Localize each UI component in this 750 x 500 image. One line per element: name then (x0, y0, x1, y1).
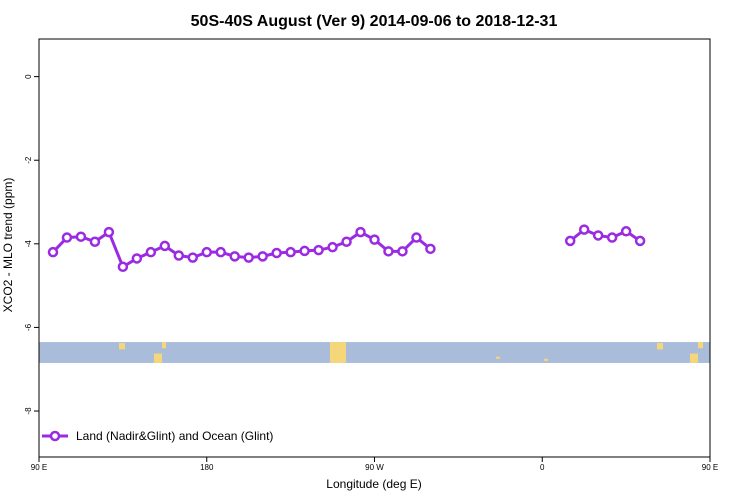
data-point (383, 246, 394, 257)
data-point (61, 232, 73, 243)
land-ocean-band (39, 342, 710, 363)
data-point (75, 231, 87, 242)
land-patch (698, 342, 703, 349)
data-point (243, 252, 254, 263)
plot-frame (38, 38, 711, 458)
data-point (606, 232, 618, 243)
data-point (159, 240, 171, 252)
ocean-band (39, 342, 710, 363)
data-point (187, 252, 199, 263)
data-point (425, 243, 436, 255)
data-point (271, 247, 282, 259)
data-point (229, 251, 240, 262)
y-tick-label: -4 (24, 240, 33, 248)
land-patch (119, 343, 125, 350)
x-tick-label: 90 E (702, 463, 718, 472)
data-point (257, 251, 268, 262)
data-point (215, 246, 226, 258)
data-point (131, 253, 143, 264)
land-patch (544, 358, 548, 361)
data-point (369, 234, 380, 245)
data-point (285, 246, 296, 258)
data-point (89, 236, 101, 247)
legend-label: Land (Nadir&Glint) and Ocean (Glint) (76, 429, 273, 443)
data-point (634, 235, 646, 247)
land-patch (690, 353, 698, 363)
y-tick-label: 0 (24, 74, 33, 79)
data-point (201, 246, 212, 258)
data-point (620, 226, 632, 237)
legend: Land (Nadir&Glint) and Ocean (Glint) (42, 429, 273, 443)
land-patch (162, 342, 166, 349)
data-point (341, 236, 352, 247)
y-tick-label: -2 (24, 156, 33, 164)
y-tick-label: -6 (24, 323, 33, 331)
land-patch (657, 343, 663, 350)
data-point (117, 261, 129, 273)
data-point (564, 235, 576, 247)
data-point (313, 244, 324, 256)
data-point (299, 245, 310, 257)
series-layer (47, 224, 646, 273)
y-axis-label: XCO2 - MLO trend (ppm) (1, 178, 15, 313)
x-tick-label: 0 (540, 463, 545, 472)
data-point (592, 230, 604, 241)
x-tick-label: 90 W (365, 463, 384, 472)
x-axis: 90 E 180 90 W 0 90 E (31, 457, 718, 472)
data-point (397, 246, 408, 257)
x-tick-label: 90 E (31, 463, 47, 472)
data-point (411, 232, 422, 243)
data-point (327, 241, 338, 253)
data-point (355, 226, 366, 238)
land-patch (154, 353, 162, 363)
legend-marker (49, 430, 61, 442)
data-point (578, 224, 590, 235)
data-point (47, 246, 59, 258)
x-tick-label: 180 (200, 463, 214, 472)
data-point (145, 246, 157, 258)
y-tick-label: -8 (24, 407, 33, 415)
y-axis: 0 -2 -4 -6 -8 (24, 74, 39, 415)
data-point (173, 250, 185, 261)
data-point (103, 226, 115, 238)
land-patch (496, 356, 500, 359)
x-axis-label: Longitude (deg E) (326, 477, 421, 491)
chart-title: 50S-40S August (Ver 9) 2014-09-06 to 201… (191, 13, 558, 30)
series-line (51, 230, 432, 269)
land-patch (330, 342, 346, 363)
